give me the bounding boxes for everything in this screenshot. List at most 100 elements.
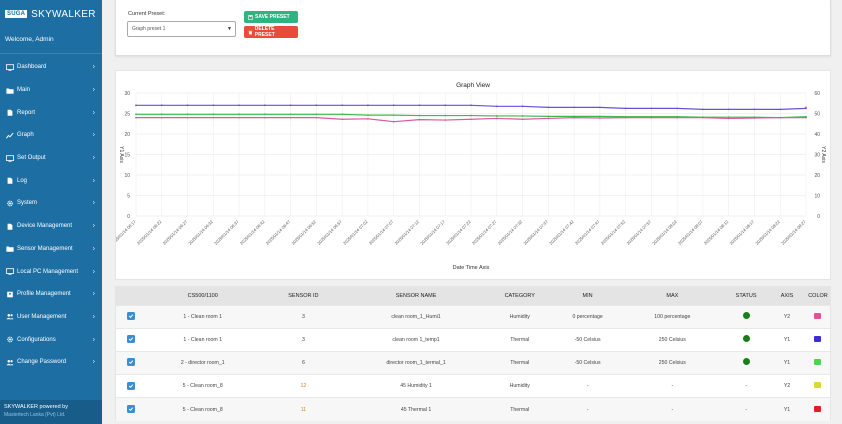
row-checkbox[interactable]	[126, 335, 135, 344]
sidebar-item-system[interactable]: System ›	[0, 192, 102, 215]
sidebar-item-set-output[interactable]: Set Output ›	[0, 147, 102, 170]
table-row: 2 - director room_1 6 director room_1_term…	[116, 350, 830, 375]
x-tick-label: 2025/01/14 07:52	[600, 219, 627, 246]
preset-select[interactable]: Graph preset 1 ▼	[127, 21, 236, 37]
row-checkbox[interactable]	[126, 312, 135, 321]
data-point	[367, 104, 369, 107]
category-cell: Thermal	[484, 350, 555, 375]
data-point	[263, 113, 266, 116]
color-swatch[interactable]	[814, 358, 822, 365]
color-cell[interactable]	[805, 327, 830, 352]
color-swatch[interactable]	[814, 312, 822, 319]
sidebar-item-graph[interactable]: Graph ›	[0, 124, 102, 147]
checkbox[interactable]	[116, 397, 146, 421]
check-icon	[128, 314, 134, 319]
color-cell[interactable]	[805, 397, 830, 421]
min-cell: 0 percentage	[554, 304, 621, 329]
trash-icon	[248, 30, 253, 34]
brand-logo: SUGA	[5, 10, 28, 18]
footer-company-link[interactable]: Mastertech Lanka (Pvt) Ltd.	[4, 412, 66, 418]
sidebar-item-log[interactable]: Log ›	[0, 169, 102, 192]
gear-icon	[6, 336, 14, 343]
data-point	[263, 104, 266, 107]
sidebar-item-user-management[interactable]: User Management ›	[0, 306, 102, 329]
max-cell: 250 Celsius	[620, 327, 725, 352]
x-tick-label: 2025/01/14 06:37	[213, 219, 240, 246]
checkbox[interactable]	[116, 374, 146, 398]
sidebar-item-local-pc-management[interactable]: Local PC Management ›	[0, 260, 102, 283]
check-icon	[128, 384, 134, 388]
x-tick-label: 2025/01/14 08:02	[651, 219, 678, 246]
data-point	[263, 116, 266, 119]
save-preset-button[interactable]: SAVE PRESET	[244, 11, 298, 23]
sensor-name-cell: 45 Thermal 1	[347, 397, 485, 421]
data-point	[289, 104, 292, 107]
sidebar-item-report[interactable]: Report ›	[0, 101, 102, 124]
data-point	[444, 104, 447, 107]
line-chart[interactable]: 0 5 10 15 20 25 30 0 10 20 30 40 50 60 2025/01/14 06:1…	[116, 71, 832, 281]
sidebar-item-profile-management[interactable]: Profile Management ›	[0, 283, 102, 306]
sidebar-item-label: Local PC Management	[17, 268, 79, 275]
color-cell[interactable]	[805, 304, 830, 329]
data-point	[805, 116, 807, 119]
monitor-icon	[6, 64, 14, 71]
data-point	[160, 116, 163, 119]
color-cell[interactable]	[805, 374, 830, 398]
data-point	[727, 117, 730, 120]
checkbox[interactable]	[116, 327, 146, 352]
y2-tick-label: 30	[814, 152, 820, 158]
file-icon	[6, 223, 14, 230]
row-checkbox[interactable]	[126, 405, 135, 414]
x-tick-label: 2025/01/14 07:02	[342, 219, 369, 246]
save-preset-label: SAVE PRESET	[255, 14, 290, 20]
axis-cell: Y1	[768, 327, 806, 352]
x-tick-label: 2025/01/14 07:07	[368, 219, 395, 246]
sidebar-item-label: Configurations	[17, 336, 56, 343]
data-point	[779, 108, 782, 111]
data-point	[444, 119, 447, 121]
preset-label: Current Preset:	[128, 11, 166, 17]
data-point	[418, 114, 421, 117]
sidebar-item-main[interactable]: Main ›	[0, 79, 102, 102]
row-checkbox[interactable]	[126, 381, 135, 390]
sidebar-item-sensor-management[interactable]: Sensor Management ›	[0, 238, 102, 261]
chevron-right-icon: ›	[92, 177, 95, 185]
checkbox[interactable]	[116, 350, 146, 375]
sidebar-item-label: Main	[17, 87, 31, 94]
sidebar-item-configurations[interactable]: Configurations ›	[0, 328, 102, 351]
data-point	[135, 113, 137, 116]
data-point	[160, 104, 163, 107]
color-swatch[interactable]	[814, 382, 822, 389]
data-point	[135, 104, 137, 107]
sidebar: SUGA SKYWALKER Welcome, Admin Dashboard ›…	[0, 0, 102, 424]
color-swatch[interactable]	[814, 405, 822, 412]
data-point	[212, 113, 215, 116]
column-header: SENSOR ID	[259, 287, 348, 305]
sidebar-item-device-management[interactable]: Device Management ›	[0, 215, 102, 238]
axis-cell: Y2	[768, 374, 806, 398]
sidebar-item-change-password[interactable]: Change Password ›	[0, 351, 102, 374]
sidebar-item-label: System	[17, 200, 38, 207]
color-swatch[interactable]	[814, 335, 822, 342]
x-tick-label: 2025/01/14 08:07	[677, 219, 704, 246]
device-cell: 1 - Clean room 1	[145, 327, 260, 352]
axis-cell: Y2	[768, 304, 806, 329]
x-tick-label: 2025/01/14 07:32	[497, 219, 524, 246]
sidebar-item-label: Log	[17, 177, 28, 184]
brand[interactable]: SUGA SKYWALKER	[0, 0, 102, 28]
x-tick-label: 2025/01/14 07:37	[522, 219, 549, 246]
color-cell[interactable]	[805, 350, 830, 375]
data-point	[135, 116, 137, 119]
preset-selected-value: Graph preset 1	[132, 26, 166, 32]
checkbox[interactable]	[116, 304, 146, 329]
data-point	[392, 114, 395, 117]
data-point	[727, 108, 730, 111]
x-axis-label: Date Time Axis	[453, 265, 490, 271]
chevron-right-icon: ›	[92, 245, 95, 253]
delete-preset-button[interactable]: DELETE PRESET	[244, 26, 298, 38]
users-icon	[6, 313, 14, 320]
sidebar-item-dashboard[interactable]: Dashboard ›	[0, 56, 102, 79]
x-tick-label: 2025/01/14 07:12	[394, 219, 421, 246]
y2-tick-label: 60	[814, 91, 820, 97]
row-checkbox[interactable]	[126, 358, 135, 367]
